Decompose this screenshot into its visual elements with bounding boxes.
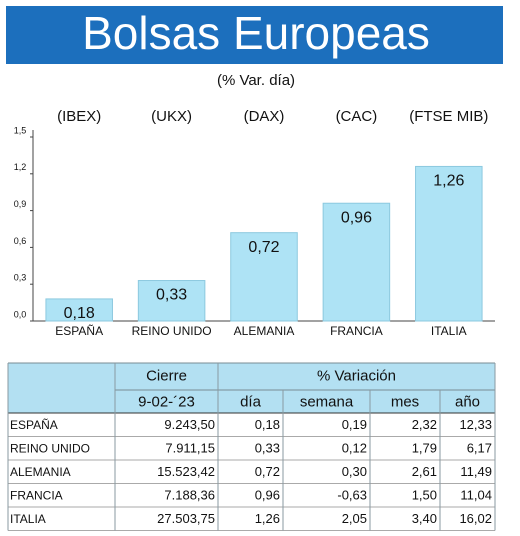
table-cell: 2,32 — [412, 417, 437, 432]
value-label: 0,18 — [64, 305, 95, 322]
table-cell: 11,04 — [460, 488, 492, 503]
table-cell: 1,79 — [412, 441, 437, 456]
bar — [322, 202, 391, 322]
table-cell: 0,33 — [255, 441, 280, 456]
table-cell: 1,50 — [412, 488, 437, 503]
y-tick-label: 0,6 — [14, 236, 27, 246]
table-header: Cierre — [146, 367, 187, 384]
table-cell: 15.523,42 — [157, 464, 215, 479]
table-cell: ALEMANIA — [10, 465, 71, 479]
title-banner — [6, 6, 503, 64]
x-tick-label: ITALIA — [431, 324, 467, 338]
y-tick-label: 1,2 — [14, 162, 27, 172]
table-cell: 0,96 — [255, 488, 280, 503]
table-cell: 0,12 — [342, 441, 367, 456]
table-cell: 27.503,75 — [157, 511, 215, 526]
table-subheader: 9-02-´23 — [138, 393, 195, 410]
table-cell: 0,18 — [255, 417, 280, 432]
table-header: % Variación — [317, 367, 396, 384]
table-cell: 12,33 — [459, 417, 492, 432]
table-cell: 9.243,50 — [164, 417, 215, 432]
bar — [45, 298, 113, 322]
value-label: 0,33 — [156, 287, 187, 304]
value-label: 0,72 — [248, 239, 279, 256]
ticker-label: (FTSE MIB) — [409, 108, 488, 125]
table-cell: 0,30 — [342, 464, 367, 479]
table-cell: FRANCIA — [10, 488, 63, 502]
table-cell: 6,17 — [467, 441, 492, 456]
table-cell: REINO UNIDO — [10, 441, 90, 455]
table-cell: 11,49 — [460, 464, 492, 479]
ticker-label: (UKX) — [151, 108, 192, 125]
table-cell: 1,26 — [255, 511, 280, 526]
ticker-label: (DAX) — [244, 108, 285, 125]
chart-title: Bolsas Europeas — [82, 7, 430, 59]
table-subheader: semana — [300, 393, 354, 410]
x-tick-label: REINO UNIDO — [132, 324, 212, 338]
table-cell: ESPAÑA — [10, 418, 58, 432]
ticker-label: (CAC) — [336, 108, 378, 125]
table-cell: 7.911,15 — [165, 441, 215, 456]
table-cell: 2,05 — [342, 511, 367, 526]
y-tick-label: 0,0 — [14, 309, 27, 319]
value-label: 1,26 — [433, 173, 464, 190]
table-cell: 0,72 — [255, 464, 280, 479]
x-tick-label: ESPAÑA — [55, 324, 103, 338]
x-tick-label: ALEMANIA — [234, 324, 295, 338]
x-tick-label: FRANCIA — [330, 324, 383, 338]
table-cell: 16,02 — [459, 511, 492, 526]
y-tick-label: 0,3 — [14, 273, 27, 283]
y-tick-label: 1,5 — [14, 125, 27, 135]
bar — [230, 232, 298, 322]
table-cell: -0,63 — [337, 488, 367, 503]
y-tick-label: 0,9 — [14, 199, 27, 209]
table-subheader: mes — [391, 393, 419, 410]
ticker-label: (IBEX) — [57, 108, 101, 125]
bar — [137, 280, 206, 322]
table-cell: 0,19 — [342, 417, 367, 432]
table-cell: 3,40 — [412, 511, 437, 526]
table-header-corner — [8, 363, 115, 413]
table-subheader: año — [455, 393, 480, 410]
table-cell: ITALIA — [10, 512, 46, 526]
table-cell: 7.188,36 — [164, 488, 215, 503]
bar — [415, 165, 483, 322]
chart-subtitle: (% Var. día) — [217, 72, 295, 89]
table-subheader: día — [240, 393, 262, 410]
table-cell: 2,61 — [412, 464, 437, 479]
value-label: 0,96 — [341, 209, 372, 226]
